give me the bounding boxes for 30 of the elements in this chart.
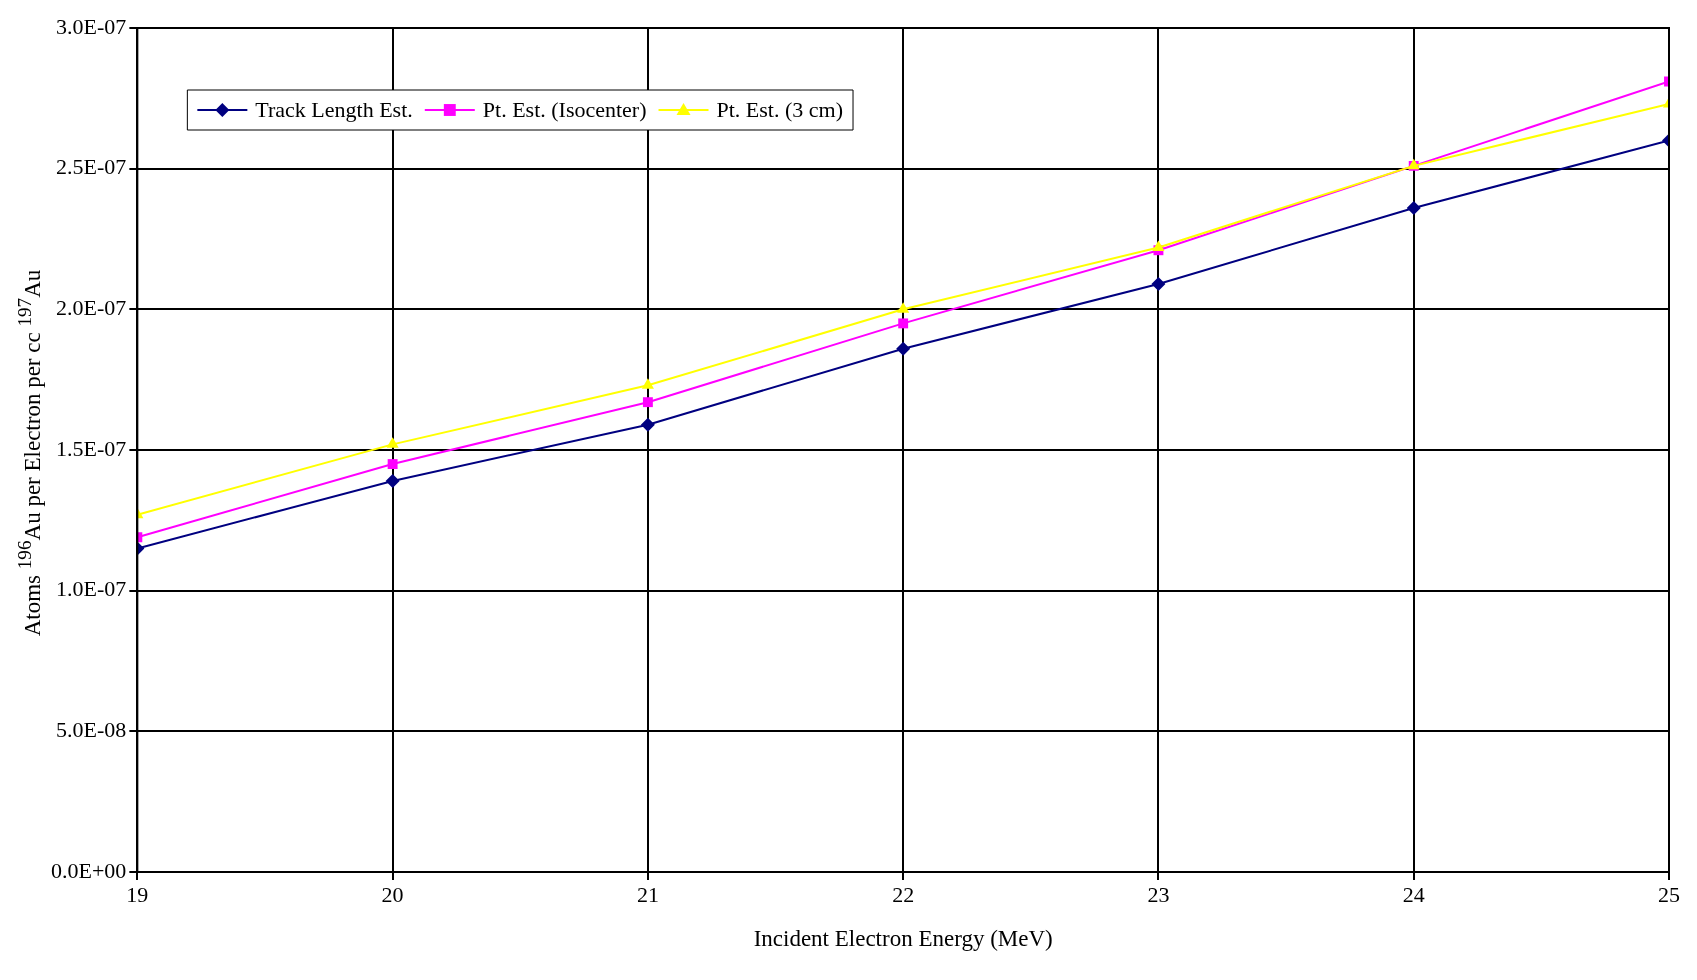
point bbox=[385, 473, 400, 488]
x-tick-label: 22 bbox=[892, 881, 915, 907]
point bbox=[896, 341, 911, 356]
y-tick-label: 1.5E-07 bbox=[56, 435, 127, 461]
y-tick-label: 3.0E-07 bbox=[56, 13, 127, 39]
x-tick-label: 23 bbox=[1147, 881, 1170, 907]
point bbox=[642, 397, 653, 408]
y-tick-label: 2.5E-07 bbox=[56, 154, 127, 180]
legend-label: Pt. Est. (3 cm) bbox=[716, 96, 844, 122]
point bbox=[386, 437, 399, 448]
y-tick-label: 1.0E-07 bbox=[56, 576, 127, 602]
y-tick-label: 0.0E+00 bbox=[50, 857, 127, 883]
y-tick-label: 5.0E-08 bbox=[56, 717, 127, 743]
point bbox=[641, 378, 654, 389]
point bbox=[1151, 277, 1166, 292]
x-tick-label: 21 bbox=[636, 881, 659, 907]
y-tick-label: 2.0E-07 bbox=[56, 295, 127, 321]
legend-label: Track Length Est. bbox=[255, 96, 413, 122]
x-tick-label: 20 bbox=[381, 881, 404, 907]
x-tick-label: 19 bbox=[126, 881, 149, 907]
point bbox=[898, 318, 909, 329]
point bbox=[897, 302, 910, 313]
legend-label: Pt. Est. (Isocenter) bbox=[482, 96, 647, 122]
point bbox=[387, 459, 398, 470]
x-tick-label: 24 bbox=[1402, 881, 1425, 907]
x-tick-label: 25 bbox=[1658, 881, 1680, 907]
x-axis-title: Incident Electron Energy (MeV) bbox=[753, 926, 1053, 952]
point bbox=[1152, 240, 1165, 251]
point bbox=[1406, 201, 1421, 216]
point bbox=[640, 417, 655, 432]
